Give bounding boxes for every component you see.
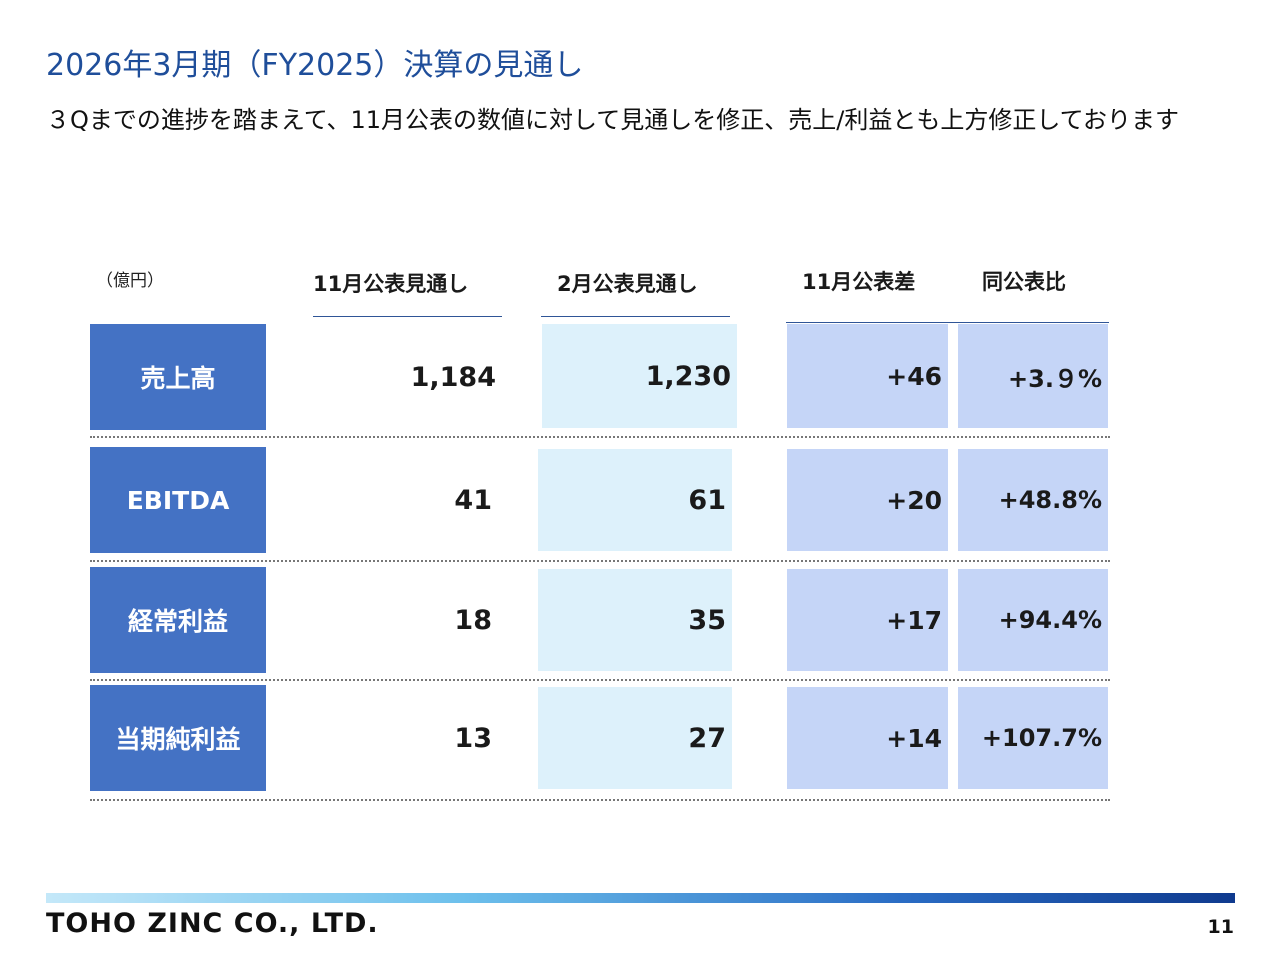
value-feb: 1,230 bbox=[542, 324, 737, 428]
row-divider bbox=[90, 799, 1110, 801]
value-diff: +14 bbox=[787, 687, 948, 789]
value-ratio: +94.4% bbox=[958, 569, 1108, 671]
header-nov-diff: 11月公表差 bbox=[802, 270, 916, 294]
value-nov: 41 bbox=[300, 447, 492, 553]
row-label: 売上高 bbox=[90, 324, 266, 430]
value-ratio: +3.９% bbox=[958, 324, 1108, 428]
row-label: EBITDA bbox=[90, 447, 266, 553]
value-diff: +17 bbox=[787, 569, 948, 671]
header-ratio: 同公表比 bbox=[982, 270, 1066, 294]
value-nov: 13 bbox=[300, 685, 492, 791]
row-divider bbox=[90, 560, 1110, 562]
value-diff: +46 bbox=[787, 324, 948, 428]
value-ratio: +48.8% bbox=[958, 449, 1108, 551]
value-diff: +20 bbox=[787, 449, 948, 551]
header-underline bbox=[313, 316, 502, 317]
value-ratio: +107.7% bbox=[958, 687, 1108, 789]
header-underline bbox=[786, 322, 1109, 323]
unit-label: （億円） bbox=[96, 271, 164, 291]
value-feb: 61 bbox=[538, 449, 732, 551]
page-title: 2026年3月期（FY2025）決算の見通し bbox=[46, 48, 584, 83]
header-underline bbox=[541, 316, 730, 317]
row-label: 当期純利益 bbox=[90, 685, 266, 791]
value-nov: 1,184 bbox=[300, 324, 496, 430]
header-feb-forecast: 2月公表見通し bbox=[557, 272, 698, 296]
page-subtitle: ３Qまでの進捗を踏まえて、11月公表の数値に対して見通しを修正、売上/利益とも上… bbox=[46, 106, 1179, 134]
header-nov-forecast: 11月公表見通し bbox=[313, 272, 469, 296]
page-number: 11 bbox=[1207, 916, 1234, 938]
value-feb: 27 bbox=[538, 687, 732, 789]
row-divider bbox=[90, 436, 1110, 438]
footer-gradient-bar bbox=[46, 893, 1235, 903]
row-label: 経常利益 bbox=[90, 567, 266, 673]
value-nov: 18 bbox=[300, 567, 492, 673]
company-logo: TOHO ZINC CO., LTD. bbox=[46, 908, 379, 939]
row-divider bbox=[90, 679, 1110, 681]
value-feb: 35 bbox=[538, 569, 732, 671]
